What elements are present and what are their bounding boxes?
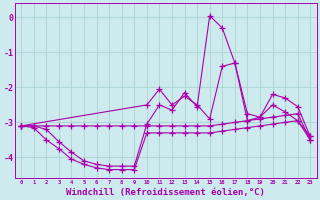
X-axis label: Windchill (Refroidissement éolien,°C): Windchill (Refroidissement éolien,°C)	[66, 188, 265, 197]
